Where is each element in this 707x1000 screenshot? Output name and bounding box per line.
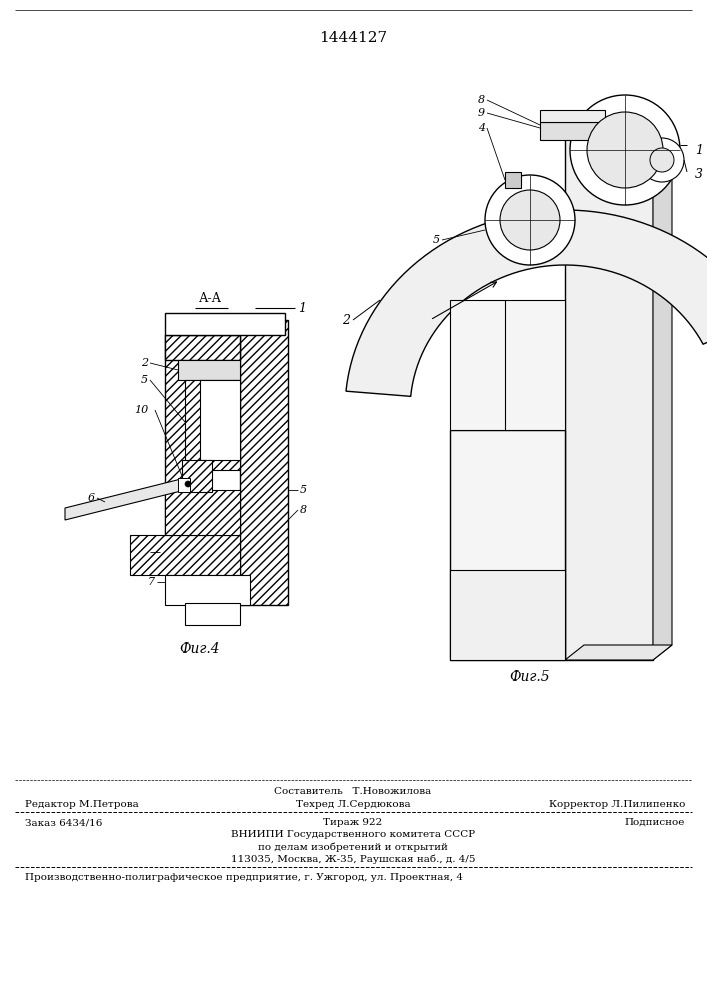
Bar	[540, 122, 625, 140]
Text: Производственно-полиграфическое предприятие, г. Ужгород, ул. Проектная, 4: Производственно-полиграфическое предприя…	[25, 873, 463, 882]
Text: 1: 1	[695, 143, 703, 156]
Bar	[540, 110, 605, 122]
Text: ВНИИПИ Государственного комитета СССР: ВНИИПИ Государственного комитета СССР	[231, 830, 475, 839]
Bar	[165, 575, 250, 605]
Text: 3: 3	[141, 547, 148, 557]
Circle shape	[485, 175, 575, 265]
Bar	[165, 490, 240, 535]
Text: Фиг.4: Фиг.4	[180, 642, 221, 656]
Text: Редактор М.Петрова: Редактор М.Петрова	[25, 800, 139, 809]
Bar	[178, 360, 240, 380]
Polygon shape	[346, 210, 707, 396]
Bar	[200, 380, 240, 460]
Polygon shape	[565, 645, 672, 660]
Bar	[185, 603, 240, 625]
Bar	[185, 380, 240, 470]
Bar	[165, 335, 240, 360]
Circle shape	[640, 138, 684, 182]
Bar	[450, 430, 565, 660]
Text: 113035, Москва, Ж-35, Раушская наб., д. 4/5: 113035, Москва, Ж-35, Раушская наб., д. …	[230, 854, 475, 863]
Bar	[240, 320, 288, 605]
Text: А-А: А-А	[199, 292, 221, 305]
Text: 2: 2	[342, 314, 350, 326]
Bar	[505, 172, 521, 188]
Text: 3: 3	[695, 168, 703, 182]
Text: Фиг.5: Фиг.5	[510, 670, 550, 684]
Bar	[178, 478, 190, 492]
Text: Тираж 922: Тираж 922	[323, 818, 382, 827]
Text: 5: 5	[300, 485, 307, 495]
Text: 7: 7	[148, 577, 155, 587]
Bar	[165, 313, 285, 335]
Text: Корректор Л.Пилипенко: Корректор Л.Пилипенко	[549, 800, 685, 809]
Text: Составитель   Т.Новожилова: Составитель Т.Новожилова	[274, 787, 432, 796]
Text: 5: 5	[433, 235, 440, 245]
Circle shape	[185, 481, 191, 487]
Circle shape	[500, 190, 560, 250]
Circle shape	[587, 112, 663, 188]
Bar	[165, 335, 200, 535]
Text: 8: 8	[478, 95, 485, 105]
Text: 4: 4	[478, 123, 485, 133]
Text: 10: 10	[134, 405, 148, 415]
Text: Заказ 6434/16: Заказ 6434/16	[25, 818, 103, 827]
Text: 6: 6	[88, 493, 95, 503]
Text: 2: 2	[141, 358, 148, 368]
Bar	[565, 130, 653, 660]
Text: Подписное: Подписное	[624, 818, 685, 827]
Text: 1: 1	[298, 302, 306, 314]
Bar	[450, 300, 565, 430]
Text: 1444127: 1444127	[319, 31, 387, 45]
Circle shape	[570, 95, 680, 205]
Circle shape	[650, 148, 674, 172]
Text: 8: 8	[300, 505, 307, 515]
Text: по делам изобретений и открытий: по делам изобретений и открытий	[258, 842, 448, 852]
Bar	[130, 535, 240, 575]
Text: 5: 5	[141, 375, 148, 385]
Bar	[182, 460, 212, 492]
Bar	[450, 570, 565, 660]
Polygon shape	[65, 478, 185, 520]
Polygon shape	[653, 125, 672, 660]
Text: 9: 9	[478, 108, 485, 118]
Text: Техред Л.Сердюкова: Техред Л.Сердюкова	[296, 800, 410, 809]
